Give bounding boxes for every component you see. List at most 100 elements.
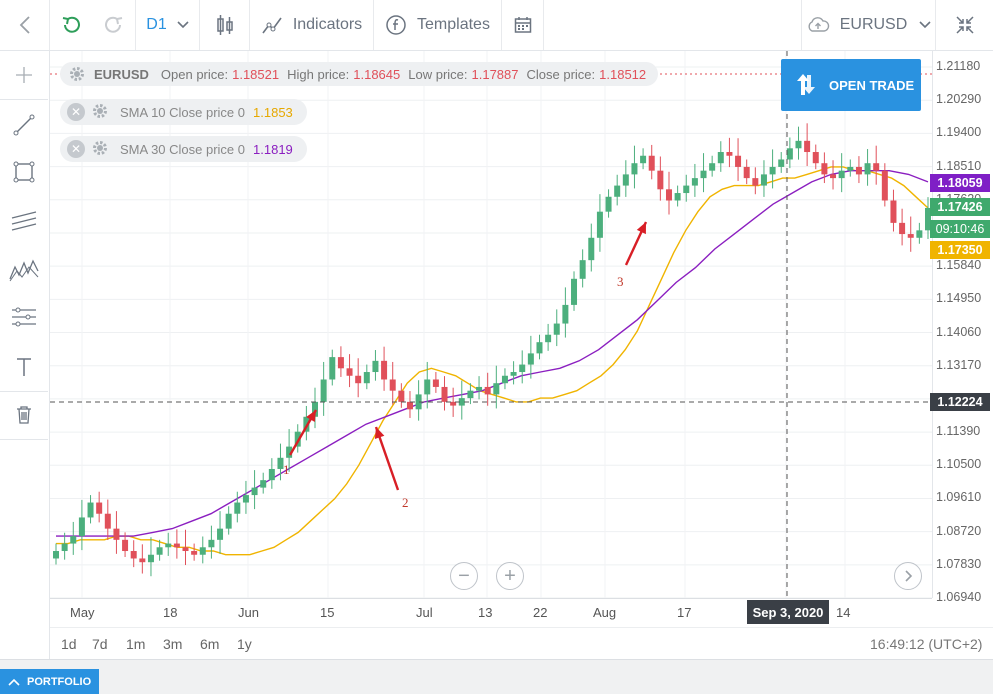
candle-up bbox=[838, 170, 845, 179]
candle-down bbox=[804, 140, 811, 153]
indicators-label: Indicators bbox=[292, 16, 363, 33]
range-7d[interactable]: 7d bbox=[92, 636, 108, 652]
range-bar bbox=[50, 627, 993, 660]
candle-up bbox=[683, 185, 690, 194]
indicator-label: SMA 10 Close price 0 bbox=[120, 104, 246, 120]
delete-drawings-button[interactable] bbox=[0, 397, 48, 433]
candle-up bbox=[717, 152, 724, 164]
crosshair-date-badge: Sep 3, 2020 bbox=[747, 600, 829, 624]
arrow-head bbox=[636, 222, 646, 235]
fibonacci-icon bbox=[12, 307, 36, 327]
candle-up bbox=[70, 536, 77, 544]
symbol-dropdown[interactable]: EURUSD bbox=[801, 0, 936, 50]
range-1m[interactable]: 1m bbox=[126, 636, 146, 652]
candle-down bbox=[855, 166, 862, 175]
candle-up bbox=[562, 304, 569, 324]
sma30-line bbox=[56, 169, 929, 537]
text-tool[interactable] bbox=[0, 349, 48, 385]
current-price-badge: 1.17426 bbox=[930, 198, 990, 216]
templates-button[interactable]: Templates bbox=[374, 0, 502, 50]
portfolio-label: PORTFOLIO bbox=[27, 675, 92, 688]
footer-bar: PORTFOLIO bbox=[0, 659, 993, 694]
candle-down bbox=[890, 200, 897, 223]
candle-down bbox=[406, 401, 413, 410]
candle-up bbox=[312, 401, 319, 417]
scroll-right-button[interactable] bbox=[894, 562, 922, 590]
text-icon bbox=[17, 358, 31, 376]
open-trade-button[interactable]: OPEN TRADE bbox=[781, 59, 921, 111]
candle-up bbox=[527, 353, 534, 365]
y-tick-label: 1.11390 bbox=[936, 424, 981, 439]
pattern-tool[interactable] bbox=[0, 252, 48, 288]
x-tick-label: 17 bbox=[677, 605, 692, 620]
price-chart[interactable]: 1 2 3 bbox=[50, 51, 932, 598]
remove-indicator-icon[interactable]: ✕ bbox=[67, 140, 85, 158]
candle-up bbox=[614, 185, 621, 197]
fullscreen-button[interactable] bbox=[936, 0, 993, 50]
candle-down bbox=[346, 368, 353, 376]
candle-timer-badge: 09:10:46 bbox=[930, 220, 990, 238]
candle-up bbox=[467, 390, 474, 399]
range-6m[interactable]: 6m bbox=[200, 636, 220, 652]
zoom-in-button[interactable]: + bbox=[496, 562, 524, 590]
top-toolbar: D1 Indicators Templates EURUSD bbox=[0, 0, 993, 51]
crosshair-icon bbox=[16, 67, 32, 83]
candle-down bbox=[139, 558, 146, 563]
timeframe-dropdown[interactable]: D1 bbox=[136, 0, 200, 50]
ohlc-info-bar: EURUSD Open price: 1.18521 High price: 1.1… bbox=[60, 62, 659, 86]
candle-down bbox=[899, 222, 906, 235]
remove-indicator-icon[interactable]: ✕ bbox=[67, 103, 85, 121]
price-axis[interactable] bbox=[932, 51, 993, 598]
zoom-out-button[interactable]: − bbox=[450, 562, 478, 590]
channel-tool[interactable] bbox=[0, 202, 48, 238]
indicator-settings-icon[interactable] bbox=[92, 103, 108, 122]
candle-down bbox=[381, 360, 388, 380]
x-tick-label: 18 bbox=[163, 605, 178, 620]
trendline-tool[interactable] bbox=[0, 107, 48, 143]
close-label: Close price: bbox=[526, 66, 596, 82]
clock: 16:49:12 (UTC+2) bbox=[870, 636, 983, 652]
candle-down bbox=[752, 178, 759, 186]
indicators-button[interactable]: Indicators bbox=[250, 0, 374, 50]
candle-down bbox=[441, 386, 448, 402]
indicator-settings-icon[interactable] bbox=[92, 140, 108, 159]
x-tick-label: 22 bbox=[533, 605, 548, 620]
y-tick-label: 1.14950 bbox=[936, 291, 982, 306]
calendar-button[interactable] bbox=[502, 0, 544, 50]
settings-icon[interactable] bbox=[60, 66, 94, 82]
candle-up bbox=[778, 159, 785, 167]
candle-up bbox=[294, 431, 301, 447]
range-3m[interactable]: 3m bbox=[163, 636, 183, 652]
range-1d[interactable]: 1d bbox=[61, 636, 77, 652]
chart-type-button[interactable] bbox=[200, 0, 250, 50]
chart-canvas[interactable]: 1 2 3 bbox=[50, 51, 932, 598]
candle-up bbox=[303, 416, 310, 432]
y-tick-label: 1.21180 bbox=[936, 59, 981, 73]
chart-grid bbox=[50, 51, 932, 598]
range-1y[interactable]: 1y bbox=[237, 636, 252, 652]
candle-up bbox=[363, 372, 370, 384]
undo-icon[interactable] bbox=[60, 14, 82, 36]
rectangle-tool[interactable] bbox=[0, 154, 48, 190]
fibonacci-tool[interactable] bbox=[0, 299, 48, 335]
candle-down bbox=[648, 155, 655, 171]
candle-down bbox=[122, 539, 129, 552]
portfolio-tab[interactable]: PORTFOLIO bbox=[0, 669, 99, 694]
crosshair-tool[interactable] bbox=[0, 57, 48, 93]
annotation-label: 1 bbox=[283, 462, 290, 477]
candle-up bbox=[251, 487, 258, 496]
swap-arrows-icon bbox=[797, 74, 815, 95]
x-tick-label: 15 bbox=[320, 605, 335, 620]
y-tick-label: 1.18510 bbox=[936, 158, 982, 173]
redo-icon[interactable] bbox=[103, 14, 125, 36]
candle-up bbox=[458, 398, 465, 406]
open-label: Open price: bbox=[160, 66, 229, 82]
templates-label: Templates bbox=[417, 16, 490, 33]
open-trade-label: OPEN TRADE bbox=[829, 77, 915, 93]
candle-up bbox=[501, 375, 508, 384]
candle-up bbox=[493, 383, 500, 395]
candle-up bbox=[260, 480, 267, 488]
y-tick-label: 1.13170 bbox=[936, 357, 982, 372]
back-button[interactable] bbox=[0, 0, 50, 50]
open-value: 1.18521 bbox=[232, 66, 280, 82]
